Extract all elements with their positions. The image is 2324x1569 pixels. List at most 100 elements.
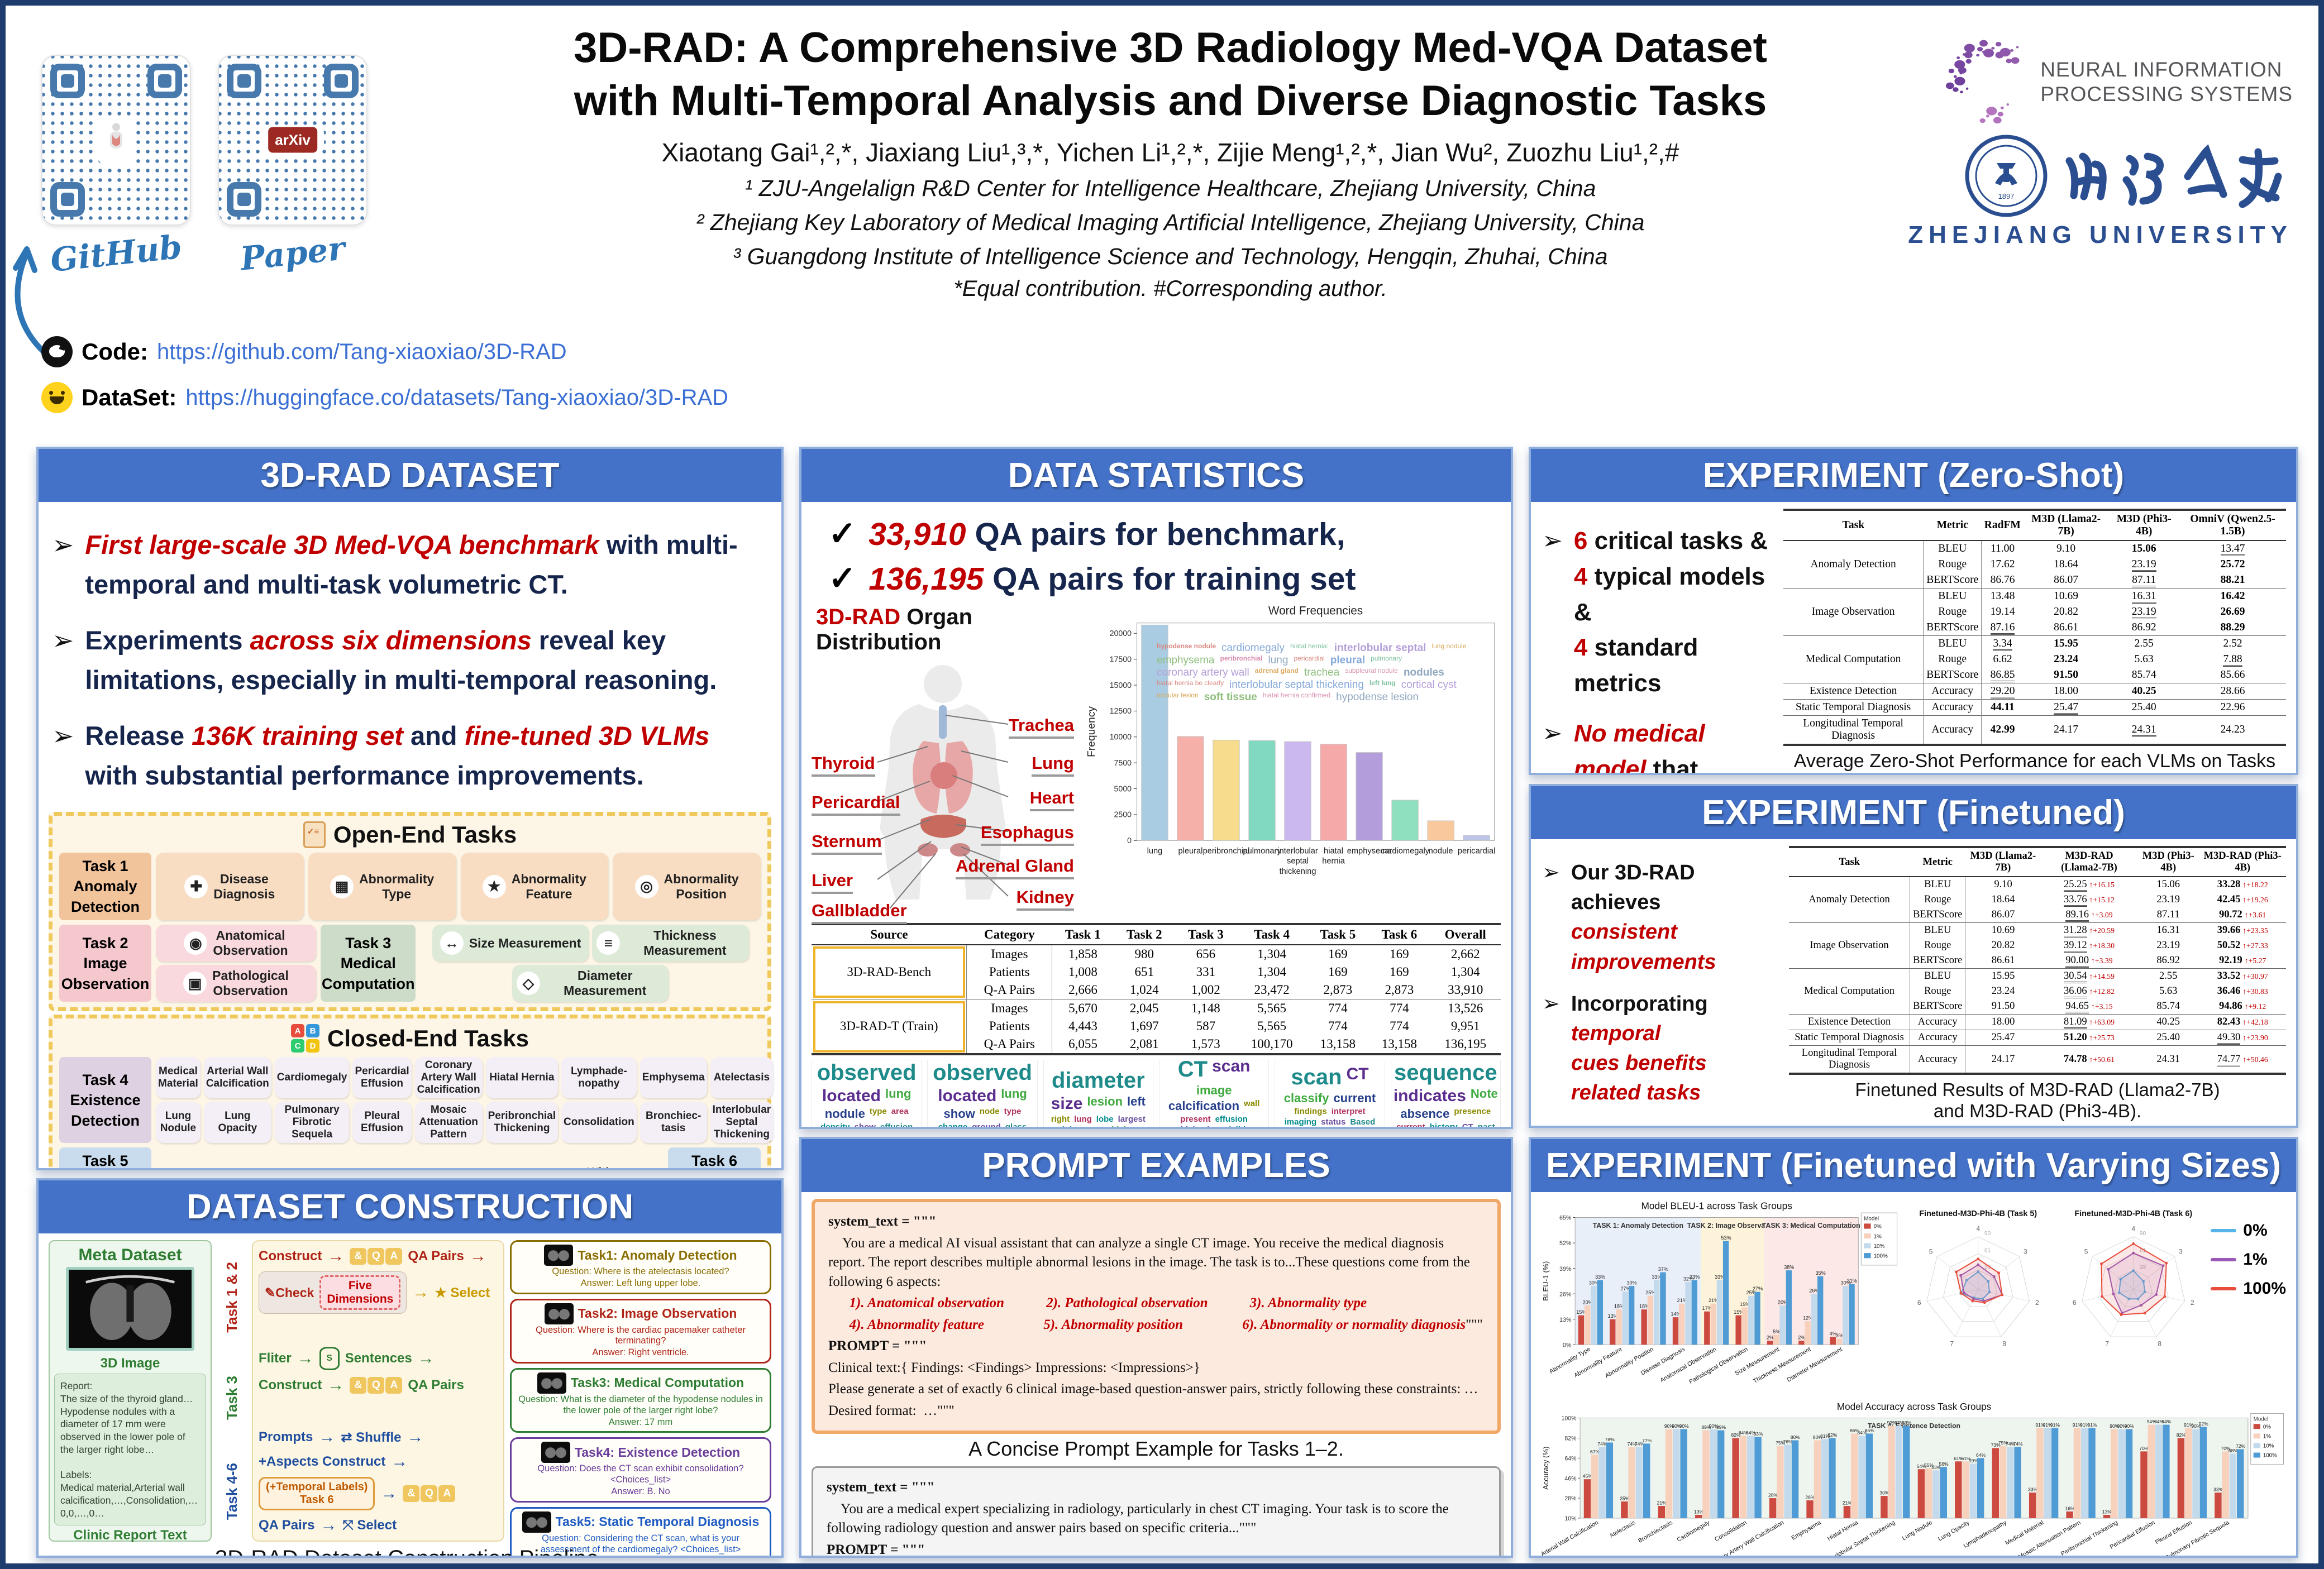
task-chip: Bronchiec-tasis xyxy=(640,1102,707,1144)
svg-text:5: 5 xyxy=(2084,1247,2088,1255)
qa-pairs-icon: & Q A xyxy=(403,1485,456,1502)
svg-text:thickening: thickening xyxy=(1280,867,1316,876)
svg-text:72%: 72% xyxy=(2236,1443,2246,1449)
svg-text:13%: 13% xyxy=(1694,1509,1704,1515)
bullet-item: ➢Multi-temporal diagnostictasks remain c… xyxy=(1542,1121,1780,1126)
svg-text:Emphysema: Emphysema xyxy=(1790,1519,1822,1542)
svg-text:30%: 30% xyxy=(1879,1490,1889,1496)
ct-image xyxy=(66,1267,194,1351)
svg-text:Word Frequencies: Word Frequencies xyxy=(1268,604,1363,617)
code-link[interactable]: https://github.com/Tang-xiaoxiao/3D-RAD xyxy=(157,339,567,364)
task-chip: ↔ Size Measurement xyxy=(432,925,589,962)
chip-icon: ▣ xyxy=(183,972,207,996)
svg-text:0%: 0% xyxy=(1874,1224,1882,1230)
prompt-line: Please generate a set of exactly 6 clini… xyxy=(828,1381,1478,1396)
dataset-link[interactable]: https://huggingface.co/datasets/Tang-xia… xyxy=(185,385,729,410)
svg-text:septal: septal xyxy=(1287,857,1309,866)
svg-text:0%: 0% xyxy=(1563,1342,1572,1348)
panel-zeroshot: EXPERIMENT (Zero-Shot) ➢ 6 critical tasks… xyxy=(1529,447,2298,775)
svg-text:Accuracy (%): Accuracy (%) xyxy=(1542,1447,1550,1490)
svg-text:37%: 37% xyxy=(1658,1266,1668,1272)
with-temporal-arrow: WithTemporal Sequence [0,1,…] xyxy=(540,1166,660,1168)
svg-text:68%: 68% xyxy=(2228,1448,2239,1453)
paper-qr-label: Paper xyxy=(238,229,347,278)
svg-text:100%: 100% xyxy=(1874,1253,1888,1259)
contribution-note: *Equal contribution. #Corresponding auth… xyxy=(953,276,1387,301)
data-table: Source Category Task 1 Task 2 Task 3 Task 4 Ta… xyxy=(812,923,1501,1055)
svg-text:3: 3 xyxy=(2179,1247,2183,1255)
svg-text:94%: 94% xyxy=(2161,1419,2172,1424)
stat-highlight: ✓ 136,195 QA pairs for training set xyxy=(828,559,1356,597)
svg-text:peribronchial: peribronchial xyxy=(1203,846,1250,855)
svg-text:Frequency: Frequency xyxy=(1086,706,1097,757)
pipeline-flow: Construct → & Q A QA Pairs → ✎Check Five Dimensio… xyxy=(252,1240,504,1542)
svg-text:Model Accuracy across Task Gro: Model Accuracy across Task Groups xyxy=(1837,1401,1991,1412)
prompt-line: system_text = """ xyxy=(827,1480,935,1495)
svg-text:46%: 46% xyxy=(1564,1475,1577,1482)
flow-step: ⤧ Select xyxy=(342,1518,397,1533)
svg-text:7500: 7500 xyxy=(1114,759,1132,768)
task-wordcloud: diameter size lesion left right lung lobe large… xyxy=(1043,1060,1153,1127)
panel-prompts: PROMPT EXAMPLES system_text = """ You ar… xyxy=(799,1137,1513,1558)
arrow-icon: → xyxy=(327,1247,345,1265)
task-chip: ★ Abnormality Feature xyxy=(460,853,609,921)
svg-text:Diameter Measurement: Diameter Measurement xyxy=(1786,1346,1844,1383)
organ-label: Esophagus xyxy=(980,822,1074,846)
poster-title-line1: 3D-RAD: A Comprehensive 3D Radiology Med… xyxy=(574,24,1767,71)
finetuned-caption: Finetuned Results of M3D-RAD (Llama2-7B)… xyxy=(1855,1079,2220,1121)
svg-text:80%: 80% xyxy=(1813,1434,1823,1440)
svg-text:26%: 26% xyxy=(1809,1288,1819,1294)
svg-text:15%: 15% xyxy=(1576,1309,1586,1315)
prompt-line: PROMPT = """ xyxy=(828,1338,927,1353)
svg-text:13%: 13% xyxy=(2102,1509,2112,1515)
svg-text:52%: 52% xyxy=(1559,1240,1572,1247)
svg-text:21%: 21% xyxy=(1677,1298,1687,1303)
svg-text:13%: 13% xyxy=(1608,1313,1618,1319)
task-card: Task5: Static Temporal Diagnosis Question… xyxy=(510,1506,771,1556)
svg-text:94%: 94% xyxy=(2147,1419,2157,1424)
svg-text:30%: 30% xyxy=(1841,1280,1851,1286)
task-chip: Pericardial Effusion xyxy=(352,1057,412,1099)
svg-text:17%: 17% xyxy=(1702,1305,1712,1311)
svg-text:90%: 90% xyxy=(2125,1423,2135,1429)
svg-text:18%: 18% xyxy=(1614,1304,1624,1309)
organ-label: Thyroid xyxy=(812,753,875,777)
svg-text:77%: 77% xyxy=(1642,1438,1652,1443)
task-chip: Lung Opacity xyxy=(203,1102,271,1144)
authors: Xiaotang Gai¹,²,*, Jiaxiang Liu¹,³,*, Yi… xyxy=(661,138,1679,167)
organ-label: Pericardial xyxy=(812,792,900,816)
svg-text:4: 4 xyxy=(2131,1225,2135,1233)
task-wordcloud: sequence indicates Note absence presence curr… xyxy=(1390,1060,1501,1127)
arrow-icon: → xyxy=(297,1349,314,1367)
svg-text:Cardiomegaly: Cardiomegaly xyxy=(1676,1519,1711,1543)
svg-text:89%: 89% xyxy=(1701,1424,1711,1430)
organ-label: Lung xyxy=(1032,753,1074,777)
svg-text:91%: 91% xyxy=(2043,1422,2053,1428)
chip-icon: ✚ xyxy=(184,874,208,898)
svg-text:83%: 83% xyxy=(1753,1431,1763,1437)
svg-text:Consolidation: Consolidation xyxy=(1714,1519,1748,1543)
svg-text:2: 2 xyxy=(2191,1299,2194,1307)
svg-text:5: 5 xyxy=(1929,1247,1933,1255)
svg-text:75%: 75% xyxy=(1776,1440,1786,1446)
bullet-item: ➢ Incorporating temporal cues benefits rel… xyxy=(1542,992,1708,1105)
svg-text:33%: 33% xyxy=(1652,1274,1662,1280)
stats-table: Source Category Task 1 Task 2 Task 3 Task 4 Ta… xyxy=(812,923,1501,1055)
bleu-chart: TASK 1: Anomaly Detection TASK 2: Image O… xyxy=(1541,1199,1901,1400)
svg-text:73%: 73% xyxy=(1991,1442,2001,1448)
svg-text:80%: 80% xyxy=(1791,1434,1801,1440)
qr-zone: GitHub arXiv Paper xyxy=(13,55,368,353)
svg-text:1897: 1897 xyxy=(1998,192,2015,200)
ct-thumbnail xyxy=(537,1372,566,1394)
svg-text:pericardial: pericardial xyxy=(1458,846,1495,855)
svg-text:0: 0 xyxy=(1127,836,1132,845)
svg-text:92%: 92% xyxy=(2199,1421,2209,1427)
task-label: Task 1 Anomaly Detection xyxy=(59,853,151,921)
ct-thumbnail xyxy=(541,1442,570,1463)
arrow-icon: → xyxy=(380,1484,398,1503)
svg-text:5000: 5000 xyxy=(1114,784,1132,793)
github-qr-code xyxy=(41,55,191,226)
svg-text:hernia: hernia xyxy=(1322,857,1345,866)
